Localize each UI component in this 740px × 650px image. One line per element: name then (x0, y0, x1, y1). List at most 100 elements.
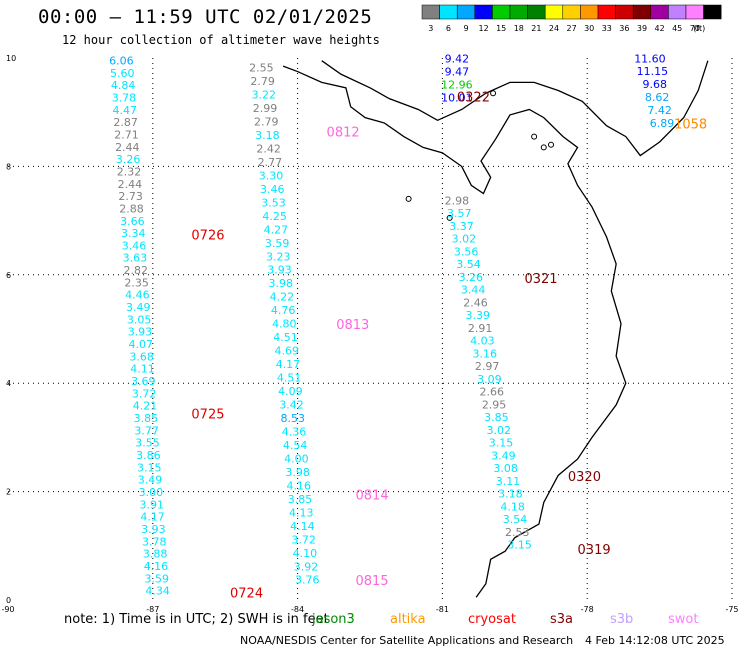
wave-height-value: 6.89 (650, 117, 675, 130)
wave-height-value: 3.59 (265, 237, 290, 250)
wave-height-value: 4.34 (145, 585, 170, 598)
wave-height-value: 2.46 (463, 296, 488, 309)
wave-height-value: 3.85 (134, 412, 159, 425)
wave-height-value: 2.53 (505, 526, 530, 539)
legend-bin-label: 27 (567, 24, 577, 33)
wave-height-value: 3.98 (268, 277, 293, 290)
x-tick-label: -78 (581, 605, 594, 614)
wave-height-value: 3.68 (129, 350, 154, 363)
track-id-label: 1058 (674, 117, 707, 132)
track-id-label: 0815 (356, 574, 389, 589)
wave-height-value: 3.93 (128, 326, 153, 339)
wave-height-value: 4.54 (283, 439, 308, 452)
legend-swatch (562, 4, 581, 20)
wave-height-value: 11.60 (634, 52, 666, 65)
wave-height-value: 3.16 (473, 347, 498, 360)
wave-height-value: 2.55 (249, 62, 274, 75)
wave-height-value: 4.27 (264, 223, 289, 236)
wave-height-value: 3.26 (116, 153, 141, 166)
track-id-label: 0725 (191, 407, 224, 422)
wave-height-value: 3.49 (126, 301, 151, 314)
wave-height-value: 2.71 (114, 128, 139, 141)
y-tick-label: 2 (6, 488, 11, 497)
legend-bin-label: 42 (655, 24, 665, 33)
legend-bin-label: 33 (602, 24, 612, 33)
wave-height-value: 3.26 (459, 271, 484, 284)
satellite-swot: swot (668, 612, 699, 627)
wave-height-value: 4.80 (272, 318, 297, 331)
wave-height-value: 2.99 (253, 102, 278, 115)
wave-height-value: 4.46 (125, 289, 150, 302)
credit-line: NOAA/NESDIS Center for Satellite Applica… (240, 634, 574, 647)
wave-height-value: 3.59 (145, 572, 170, 585)
island-outline (490, 90, 497, 97)
wave-height-value: 3.78 (112, 91, 137, 104)
wave-height-value: 12.96 (441, 78, 473, 91)
wave-height-value: 3.15 (507, 539, 532, 552)
wave-height-value: 2.32 (117, 165, 142, 178)
wave-height-value: 2.44 (115, 141, 140, 154)
graticule (8, 58, 733, 600)
wave-height-value: 4.69 (274, 345, 299, 358)
wave-height-value: 4.16 (144, 560, 169, 573)
track-id-label: 0813 (336, 318, 369, 333)
track-id-label: 0322 (457, 90, 490, 105)
wave-height-value: 3.49 (491, 449, 516, 462)
wave-height-value: 2.42 (256, 142, 281, 155)
wave-height-value: 2.44 (118, 178, 143, 191)
legend-swatch (703, 4, 722, 20)
wave-height-value: 9.47 (445, 65, 470, 78)
legend-bin-label: 12 (479, 24, 489, 33)
wave-height-value: 3.93 (267, 264, 292, 277)
wave-height-value: 3.02 (452, 233, 477, 246)
wave-height-value: 3.37 (449, 220, 474, 233)
wave-height-value: 2.73 (118, 190, 143, 203)
wave-height-value: 3.46 (122, 239, 147, 252)
legend-swatch (632, 4, 652, 20)
wave-height-value: 2.95 (482, 398, 507, 411)
legend-swatch (421, 4, 440, 20)
wave-height-value: 3.02 (486, 424, 511, 437)
island-outline (405, 195, 412, 202)
wave-height-value: 3.54 (503, 513, 528, 526)
wave-height-value: 3.18 (498, 488, 523, 501)
wave-height-value: 4.47 (113, 104, 138, 117)
wave-height-value: 3.05 (127, 313, 152, 326)
wave-height-value: 2.98 (445, 194, 470, 207)
island-outline (548, 141, 554, 148)
wave-height-value: 10.01 (441, 91, 473, 104)
track-id-label: 0319 (578, 543, 611, 558)
x-tick-label: -87 (146, 605, 159, 614)
color-legend: 3 6 9 12 15 18 21 24 27 30 33 36 39 42 45 70(ft) (421, 4, 722, 33)
legend-bin-label: 3 (428, 24, 433, 33)
wave-height-value: 3.44 (461, 284, 486, 297)
coastline (282, 60, 709, 598)
caribbean-coastline (321, 60, 709, 157)
satellite-cryosat: cryosat (468, 612, 516, 627)
legend-bin-label: 9 (463, 24, 468, 33)
legend-bin-label: 18 (514, 24, 524, 33)
wave-height-value: 3.88 (143, 548, 168, 561)
wave-height-value: 4.07 (129, 338, 154, 351)
wave-height-value: 3.77 (134, 424, 159, 437)
wave-height-value: 4.25 (262, 210, 287, 223)
wave-height-value: 3.22 (252, 89, 277, 102)
island-outline (540, 144, 547, 151)
legend-swatch (668, 4, 687, 20)
legend-swatch (474, 4, 493, 20)
satellite-s3b: s3b (610, 612, 634, 627)
legend-bin-label: 24 (549, 24, 559, 33)
y-tick-label: 6 (6, 271, 11, 280)
legend-bin-label: 21 (531, 24, 541, 33)
generation-timestamp: 4 Feb 14:12:08 UTC 2025 (585, 634, 725, 647)
wave-height-value: 3.34 (121, 227, 146, 240)
wave-height-value: 4.51 (277, 372, 302, 385)
legend-swatch (580, 4, 599, 20)
wave-height-value: 4.16 (287, 479, 312, 492)
wave-height-value: 8.53 (281, 412, 306, 425)
legend-swatch (615, 4, 634, 20)
wave-height-value: 4.03 (470, 335, 495, 348)
wave-height-value: 3.39 (466, 309, 491, 322)
legend-swatch (650, 4, 669, 20)
track-id-label: 0320 (568, 470, 601, 485)
